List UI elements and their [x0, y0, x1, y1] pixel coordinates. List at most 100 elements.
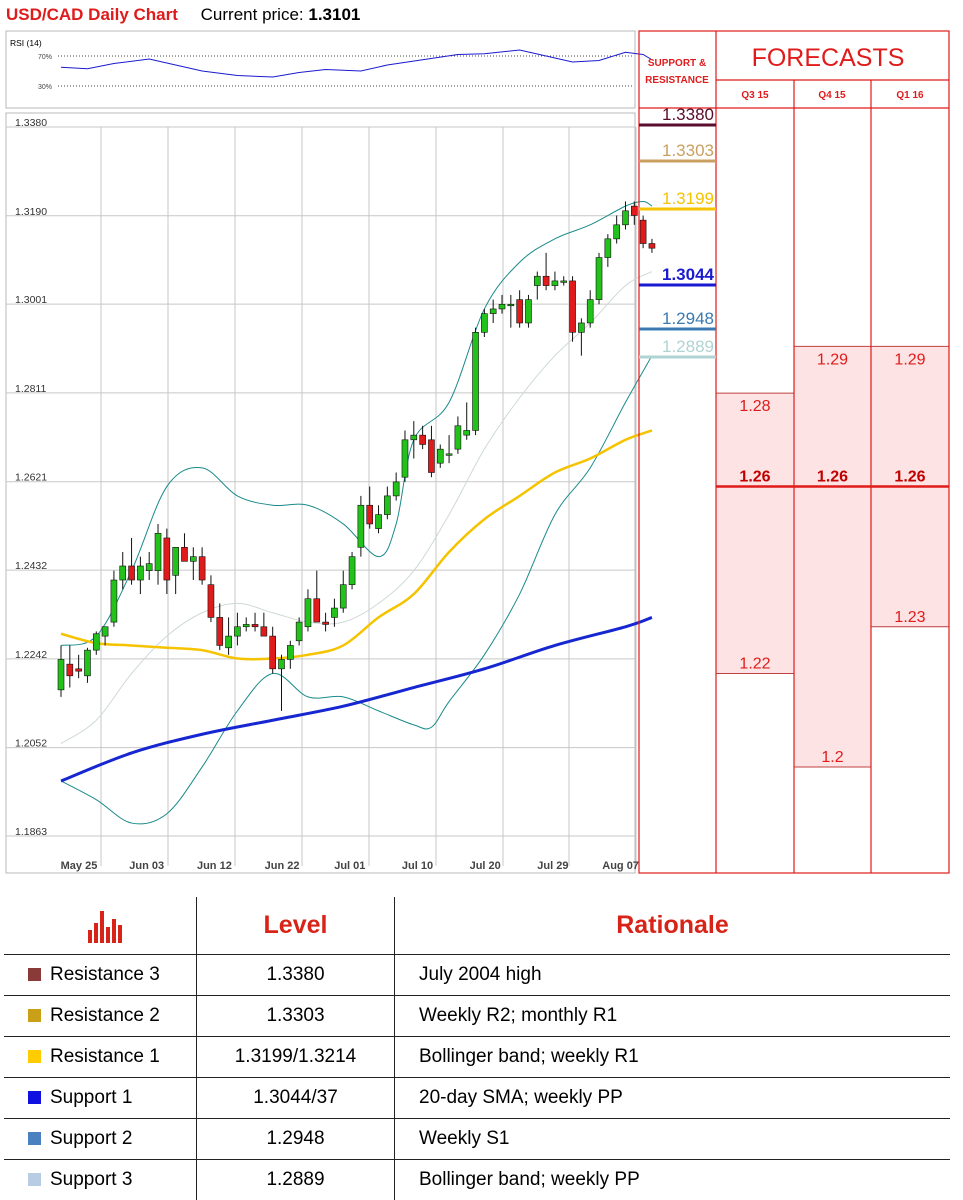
- candle-body: [481, 314, 487, 333]
- y-tick-label: 1.3190: [15, 206, 47, 218]
- row-name-text: Resistance 1: [50, 1046, 160, 1067]
- candle-body: [534, 276, 540, 285]
- candle-body: [578, 323, 584, 332]
- row-rationale: Bollinger band; weekly PP: [395, 1160, 951, 1200]
- row-rationale: July 2004 high: [395, 955, 951, 996]
- candle-body: [93, 634, 99, 650]
- x-tick-label: Jul 10: [402, 860, 433, 872]
- y-tick-label: 1.2242: [15, 649, 47, 661]
- x-tick-label: Jul 29: [537, 860, 568, 872]
- row-level: 1.3199/1.3214: [197, 1037, 395, 1078]
- candle-body: [305, 599, 311, 627]
- candle-body: [164, 538, 170, 580]
- forecast-low-label: 1.23: [894, 609, 925, 626]
- candle-body: [446, 454, 452, 456]
- candle-body: [393, 482, 399, 496]
- row-name: Resistance 2: [4, 996, 197, 1037]
- forecast-low-label: 1.2: [821, 749, 843, 766]
- color-swatch: [28, 1091, 41, 1104]
- row-name: Resistance 1: [4, 1037, 197, 1078]
- candle-body: [67, 664, 73, 676]
- candle-body: [561, 281, 567, 283]
- sr-level-label: 1.2948: [662, 309, 714, 328]
- sr-level-label: 1.2889: [662, 337, 714, 356]
- candle-body: [367, 505, 373, 524]
- period-q1-16: Q1 16: [896, 90, 924, 101]
- forecast-panel: FORECASTS SUPPORT & RESISTANCE Q3 15 Q4 …: [639, 31, 949, 873]
- candle-body: [58, 659, 64, 689]
- candle-body: [543, 276, 549, 285]
- candle-body: [552, 281, 558, 286]
- sr-level-label: 1.3199: [662, 189, 714, 208]
- color-swatch: [28, 1132, 41, 1145]
- candle-body: [411, 435, 417, 440]
- forecast-range: [716, 393, 794, 673]
- candle-body: [217, 617, 223, 645]
- x-tick-label: Jul 01: [334, 860, 365, 872]
- row-name-text: Support 1: [50, 1087, 132, 1108]
- candle-body: [622, 211, 628, 225]
- y-tick-label: 1.3001: [15, 294, 47, 306]
- header-rationale: Rationale: [395, 897, 951, 955]
- candle-body: [428, 440, 434, 473]
- candle-body: [384, 496, 390, 515]
- color-swatch: [28, 1050, 41, 1063]
- row-level: 1.3303: [197, 996, 395, 1037]
- candle-body: [199, 557, 205, 580]
- price-panel: [6, 113, 635, 873]
- candle-body: [587, 300, 593, 323]
- candle-body: [464, 430, 470, 435]
- candle-body: [473, 332, 479, 430]
- x-tick-label: Aug 07: [602, 860, 639, 872]
- candle-body: [296, 622, 302, 641]
- candle-body: [570, 281, 576, 332]
- candle-body: [190, 557, 196, 562]
- x-tick-label: Jun 22: [265, 860, 300, 872]
- candle-body: [508, 304, 514, 306]
- row-rationale: Weekly S1: [395, 1119, 951, 1160]
- x-tick-label: Jun 12: [197, 860, 232, 872]
- row-name-text: Resistance 2: [50, 1005, 160, 1026]
- candle-body: [120, 566, 126, 580]
- candle-body: [331, 608, 337, 617]
- row-name-text: Support 2: [50, 1128, 132, 1149]
- row-name-text: Support 3: [50, 1169, 132, 1190]
- bar-chart-icon: [4, 897, 196, 948]
- candle-body: [614, 225, 620, 239]
- candle-body: [287, 645, 293, 659]
- candle-body: [111, 580, 117, 622]
- row-level: 1.2889: [197, 1160, 395, 1200]
- candle-body: [437, 449, 443, 463]
- row-rationale: 20-day SMA; weekly PP: [395, 1078, 951, 1119]
- candle-body: [358, 505, 364, 547]
- candle-body: [137, 566, 143, 580]
- row-level: 1.3044/37: [197, 1078, 395, 1119]
- candle-body: [490, 309, 496, 314]
- candle-body: [129, 566, 135, 580]
- candle-body: [340, 585, 346, 608]
- candle-body: [649, 244, 655, 249]
- row-name: Support 2: [4, 1119, 197, 1160]
- forecast-median-label: 1.26: [817, 469, 848, 486]
- candle-body: [146, 564, 152, 571]
- candle-body: [323, 622, 329, 624]
- forecasts-title: FORECASTS: [752, 44, 905, 72]
- forecast-high-label: 1.29: [894, 351, 925, 368]
- sr-level-label: 1.3303: [662, 141, 714, 160]
- rsi-70-label: 70%: [38, 54, 52, 61]
- candle-body: [76, 669, 82, 671]
- chart-canvas: RSI (14) 70% 30% 1.33801.31901.30011.281…: [0, 0, 963, 880]
- x-tick-label: Jul 20: [470, 860, 501, 872]
- candle-body: [640, 220, 646, 243]
- period-q4-15: Q4 15: [818, 90, 846, 101]
- y-tick-label: 1.2811: [15, 383, 46, 395]
- candle-body: [270, 636, 276, 669]
- candle-body: [243, 624, 249, 626]
- candle-body: [279, 659, 285, 668]
- y-tick-label: 1.2621: [15, 472, 47, 484]
